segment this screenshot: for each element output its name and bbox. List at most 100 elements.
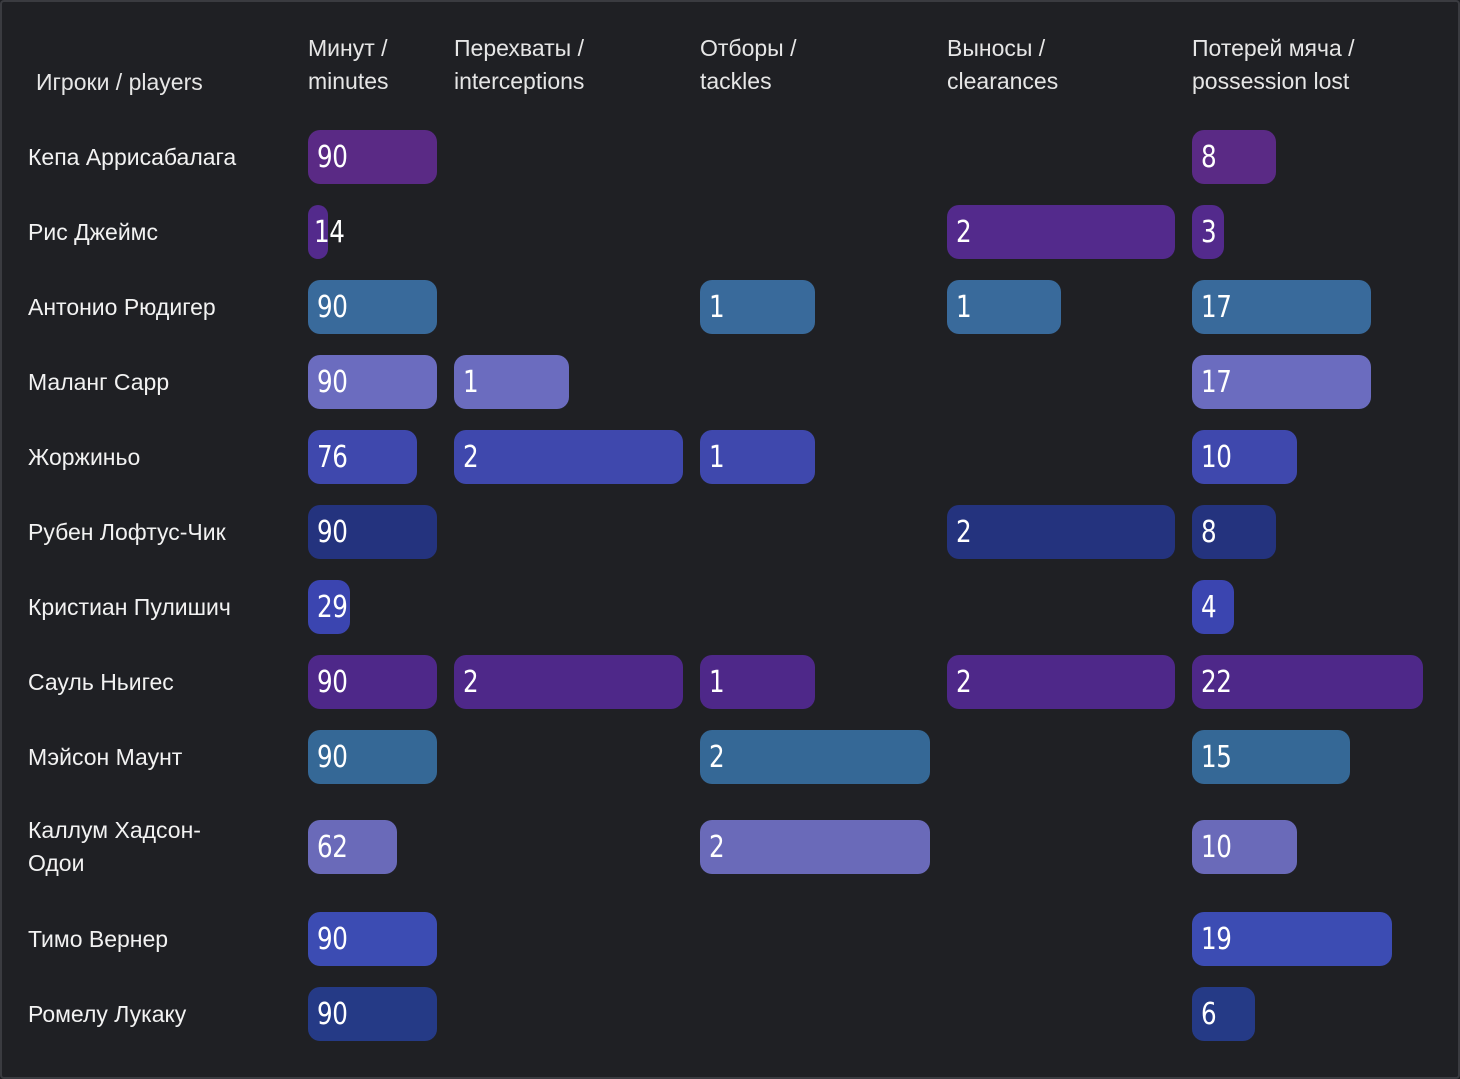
column-header-line1: Выносы / xyxy=(947,35,1046,61)
player-name: Рубен Лофтус-Чик xyxy=(28,518,226,545)
bar-value-label: 15 xyxy=(1201,739,1232,775)
bar-clearances: 2 xyxy=(947,205,1175,259)
bar-possession_lost: 10 xyxy=(1192,820,1297,874)
bar-value-label: 3 xyxy=(1201,214,1217,250)
bar-minutes: 90 xyxy=(308,987,437,1041)
bar-value-label: 1 xyxy=(709,664,725,700)
bar-value-label: 90 xyxy=(317,514,348,550)
column-header-minutes: Минут / minutes xyxy=(308,32,389,98)
bar-value-label: 90 xyxy=(317,139,348,175)
bar-possession_lost: 17 xyxy=(1192,280,1371,334)
bar-tackles: 1 xyxy=(700,655,815,709)
bar-possession_lost: 19 xyxy=(1192,912,1392,966)
bar-minutes: 76 xyxy=(308,430,417,484)
bar-value-label: 22 xyxy=(1201,664,1232,700)
player-name: Жоржиньо xyxy=(28,443,141,470)
bar-value-label: 2 xyxy=(463,439,479,475)
bar-value-label: 1 xyxy=(463,364,479,400)
column-header-line1: Минут / xyxy=(308,35,388,61)
bar-minutes: 90 xyxy=(308,912,437,966)
player-name: Кепа Аррисабалага xyxy=(28,143,237,170)
player-name: Кристиан Пулишич xyxy=(28,593,231,620)
bar-value-label: 2 xyxy=(709,829,725,865)
bar-value-label: 10 xyxy=(1201,829,1232,865)
bar-possession_lost: 17 xyxy=(1192,355,1371,409)
bar-value-label: 8 xyxy=(1201,514,1217,550)
bar-value-label: 17 xyxy=(1201,364,1232,400)
bar-value-label: 90 xyxy=(317,289,348,325)
bar-minutes: 14 xyxy=(308,205,345,259)
player-name: Маланг Сарр xyxy=(28,368,170,395)
bar-value-label: 6 xyxy=(1201,996,1217,1032)
column-header-tackles: Отборы / tackles xyxy=(700,32,797,98)
bar-possession_lost: 4 xyxy=(1192,580,1234,634)
bar-value-label: 90 xyxy=(317,364,348,400)
bar-minutes: 90 xyxy=(308,280,437,334)
column-header-line2: tackles xyxy=(700,68,772,94)
bar-value-label: 2 xyxy=(956,514,972,550)
bar-minutes: 90 xyxy=(308,730,437,784)
bar-interceptions: 1 xyxy=(454,355,569,409)
bar-minutes: 62 xyxy=(308,820,397,874)
player-name: Сауль Ньигес xyxy=(28,668,174,695)
bar-interceptions: 2 xyxy=(454,430,683,484)
bar-value-label: 2 xyxy=(709,739,725,775)
bar-tackles: 1 xyxy=(700,280,815,334)
bar-possession_lost: 3 xyxy=(1192,205,1224,259)
bar-value-label: 10 xyxy=(1201,439,1232,475)
header-players: Игроки / players xyxy=(36,69,203,95)
bar-value-label: 1 xyxy=(956,289,972,325)
bar-value-label: 19 xyxy=(1201,921,1232,957)
bar-minutes: 90 xyxy=(308,355,437,409)
player-name: Тимо Вернер xyxy=(28,925,169,952)
bar-tackles: 2 xyxy=(700,730,930,784)
bar-value-label: 1 xyxy=(709,439,725,475)
bar-value-label: 17 xyxy=(1201,289,1232,325)
bar-value-label: 2 xyxy=(956,664,972,700)
bar-value-label: 76 xyxy=(317,439,348,475)
bar-tackles: 2 xyxy=(700,820,930,874)
bar-minutes: 90 xyxy=(308,130,437,184)
column-header-line1: Потерей мяча / xyxy=(1192,35,1355,61)
bar-clearances: 2 xyxy=(947,505,1175,559)
bar-value-label: 14 xyxy=(314,214,345,250)
column-header-possession_lost: Потерей мяча / possession lost xyxy=(1192,32,1355,98)
column-header-line1: Перехваты / xyxy=(454,35,584,61)
bar-clearances: 2 xyxy=(947,655,1175,709)
bar-value-label: 2 xyxy=(956,214,972,250)
bar-value-label: 1 xyxy=(709,289,725,325)
column-header-line2: clearances xyxy=(947,68,1059,94)
player-name: Мэйсон Маунт xyxy=(28,743,183,770)
player-name: Антонио Рюдигер xyxy=(28,293,216,320)
bar-possession_lost: 8 xyxy=(1192,505,1276,559)
bar-possession_lost: 15 xyxy=(1192,730,1350,784)
column-header-line1: Отборы / xyxy=(700,35,797,61)
player-name: Рис Джеймс xyxy=(28,218,158,245)
bar-value-label: 90 xyxy=(317,921,348,957)
column-header-line2: interceptions xyxy=(454,68,585,94)
column-header-clearances: Выносы / clearances xyxy=(947,32,1058,98)
player-name: Каллум Хадсон- Одои xyxy=(28,817,201,876)
bar-clearances: 1 xyxy=(947,280,1061,334)
column-header-line2: minutes xyxy=(308,68,389,94)
bar-minutes: 90 xyxy=(308,505,437,559)
bar-value-label: 90 xyxy=(317,996,348,1032)
column-header-interceptions: Перехваты / interceptions xyxy=(454,32,584,98)
bar-possession_lost: 8 xyxy=(1192,130,1276,184)
bar-value-label: 8 xyxy=(1201,139,1217,175)
bar-value-label: 2 xyxy=(463,664,479,700)
column-header-line2: possession lost xyxy=(1192,68,1350,94)
bar-value-label: 4 xyxy=(1201,589,1217,625)
player-name: Ромелу Лукаку xyxy=(28,1000,187,1027)
bar-interceptions: 2 xyxy=(454,655,683,709)
bar-value-label: 29 xyxy=(317,589,348,625)
bar-value-label: 90 xyxy=(317,739,348,775)
bar-minutes: 29 xyxy=(308,580,350,634)
bar-possession_lost: 10 xyxy=(1192,430,1297,484)
bar-possession_lost: 22 xyxy=(1192,655,1423,709)
bar-value-label: 90 xyxy=(317,664,348,700)
bar-minutes: 90 xyxy=(308,655,437,709)
bar-possession_lost: 6 xyxy=(1192,987,1255,1041)
bar-tackles: 1 xyxy=(700,430,815,484)
bar-value-label: 62 xyxy=(317,829,348,865)
